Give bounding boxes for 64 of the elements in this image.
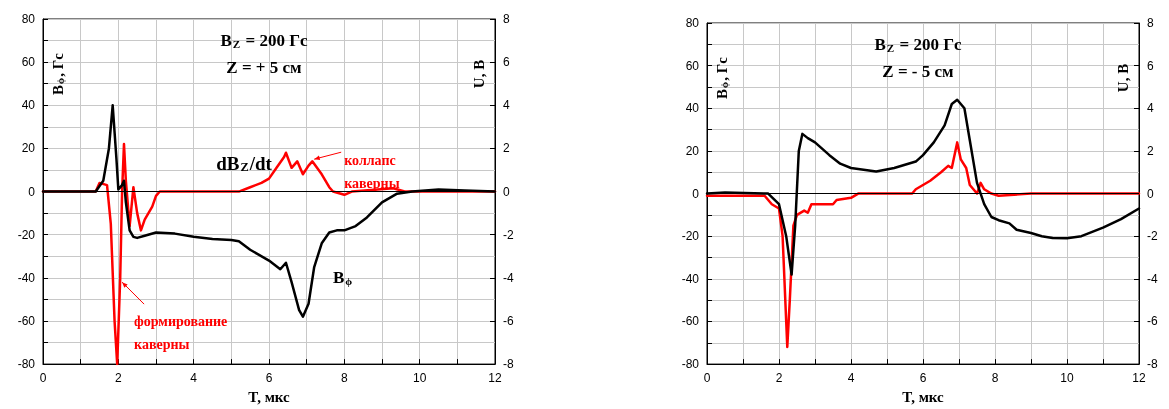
y-tick-label: 0 [692,186,700,201]
x-tick-label: 2 [775,371,783,386]
y-tick-label: 20 [685,143,700,158]
y2-tick-label: 6 [1147,58,1154,73]
y2-tick-label: -8 [1147,357,1158,372]
y2-tick-label: 6 [503,55,510,70]
x-tick-label: 2 [114,371,122,386]
y2-tick-label: 8 [1147,16,1154,30]
y-axis-title: Bϕ, Гс [50,52,66,95]
y2-tick-label: 8 [503,12,510,26]
x-axis-title: T, мкс [902,388,945,405]
y-tick-label: 80 [685,16,700,30]
y2-tick-label: 0 [1147,186,1154,201]
y-tick-label: -60 [681,314,700,329]
x-tick-label: 12 [1132,371,1146,386]
y-tick-label: -40 [17,270,36,285]
y2-tick-label: -8 [503,357,514,372]
y2-tick-label: -6 [503,313,514,328]
y-axis-title: Bϕ, Гс [714,56,730,99]
y2-tick-label: 2 [503,141,510,156]
x-tick-label: 10 [1060,371,1074,386]
text: BZ = 200 Гс [220,31,308,50]
x-tick-label: 4 [190,371,198,386]
y-tick-label: 0 [28,184,36,199]
y-tick-label: 80 [21,12,36,26]
y2-tick-label: -6 [1147,314,1158,329]
legend-label: dBZ/dt [216,153,273,175]
y-tick-label: -40 [681,271,700,286]
x-tick-label: 10 [412,371,427,386]
y2-tick-label: -4 [1147,271,1158,286]
y-tick-label: 60 [21,55,36,70]
y2-tick-label: 4 [503,98,510,113]
y-tick-label: -60 [17,313,36,328]
y2-tick-label: -4 [503,270,514,285]
x-tick-label: 6 [919,371,927,386]
x-axis-title: T, мкс [248,388,291,405]
y2-tick-label: -2 [503,227,514,242]
x-tick-label: 6 [265,371,273,386]
y-tick-label: 20 [21,141,36,156]
x-tick-label: 0 [703,371,711,386]
y-tick-label: 40 [685,101,700,116]
y2-axis-title: U, В [471,59,487,89]
annotation: формирование каверны [134,314,228,353]
text: Z = + 5 см [226,58,303,77]
series-label: Bϕ [333,268,353,288]
y-tick-label: -80 [681,357,700,372]
y-tick-label: -20 [681,229,700,244]
x-tick-label: 12 [488,371,502,386]
y2-tick-label: 0 [503,184,510,199]
y-tick-label: 40 [21,98,36,113]
y2-tick-label: 4 [1147,101,1154,116]
text: Z = - 5 см [882,62,955,81]
text: BZ = 200 Гс [874,35,962,54]
x-tick-label: 8 [340,371,348,386]
y-tick-label: -80 [17,357,36,372]
annotation: коллапс каверны [344,153,400,192]
x-tick-label: 8 [991,371,999,386]
y-tick-label: -20 [17,227,36,242]
y-tick-label: 60 [685,58,700,73]
y2-axis-title: U, В [1115,63,1131,93]
y2-tick-label: 2 [1147,143,1154,158]
x-tick-label: 0 [39,371,47,386]
x-tick-label: 4 [847,371,855,386]
y2-tick-label: -2 [1147,229,1158,244]
